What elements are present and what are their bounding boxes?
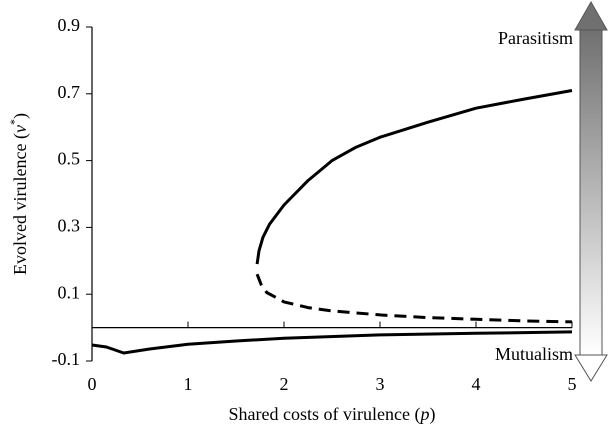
x-tick-label: 5: [568, 374, 577, 394]
y-tick-label: 0.3: [58, 216, 81, 236]
annotation: Parasitism: [498, 28, 573, 48]
x-tick-label: 1: [184, 374, 193, 394]
curve: [255, 89, 573, 265]
x-tick-label: 2: [280, 374, 289, 394]
curve: [255, 273, 573, 324]
y-tick-label: 0.5: [58, 149, 81, 169]
x-axis-label: Shared costs of virulence (p): [229, 404, 436, 425]
y-tick-label: 0.9: [58, 15, 81, 35]
y-tick-label: 0.7: [58, 82, 81, 102]
gradient-arrow: [574, 0, 608, 382]
annotation: Mutualism: [495, 344, 573, 364]
x-tick-label: 0: [88, 374, 97, 394]
curve: [91, 330, 573, 355]
x-tick-label: 3: [376, 374, 385, 394]
y-tick-label: -0.1: [52, 349, 81, 369]
y-tick-label: 0.1: [58, 282, 81, 302]
x-tick-label: 4: [472, 374, 481, 394]
y-axis-label: Evolved virulence (v*): [7, 113, 31, 275]
